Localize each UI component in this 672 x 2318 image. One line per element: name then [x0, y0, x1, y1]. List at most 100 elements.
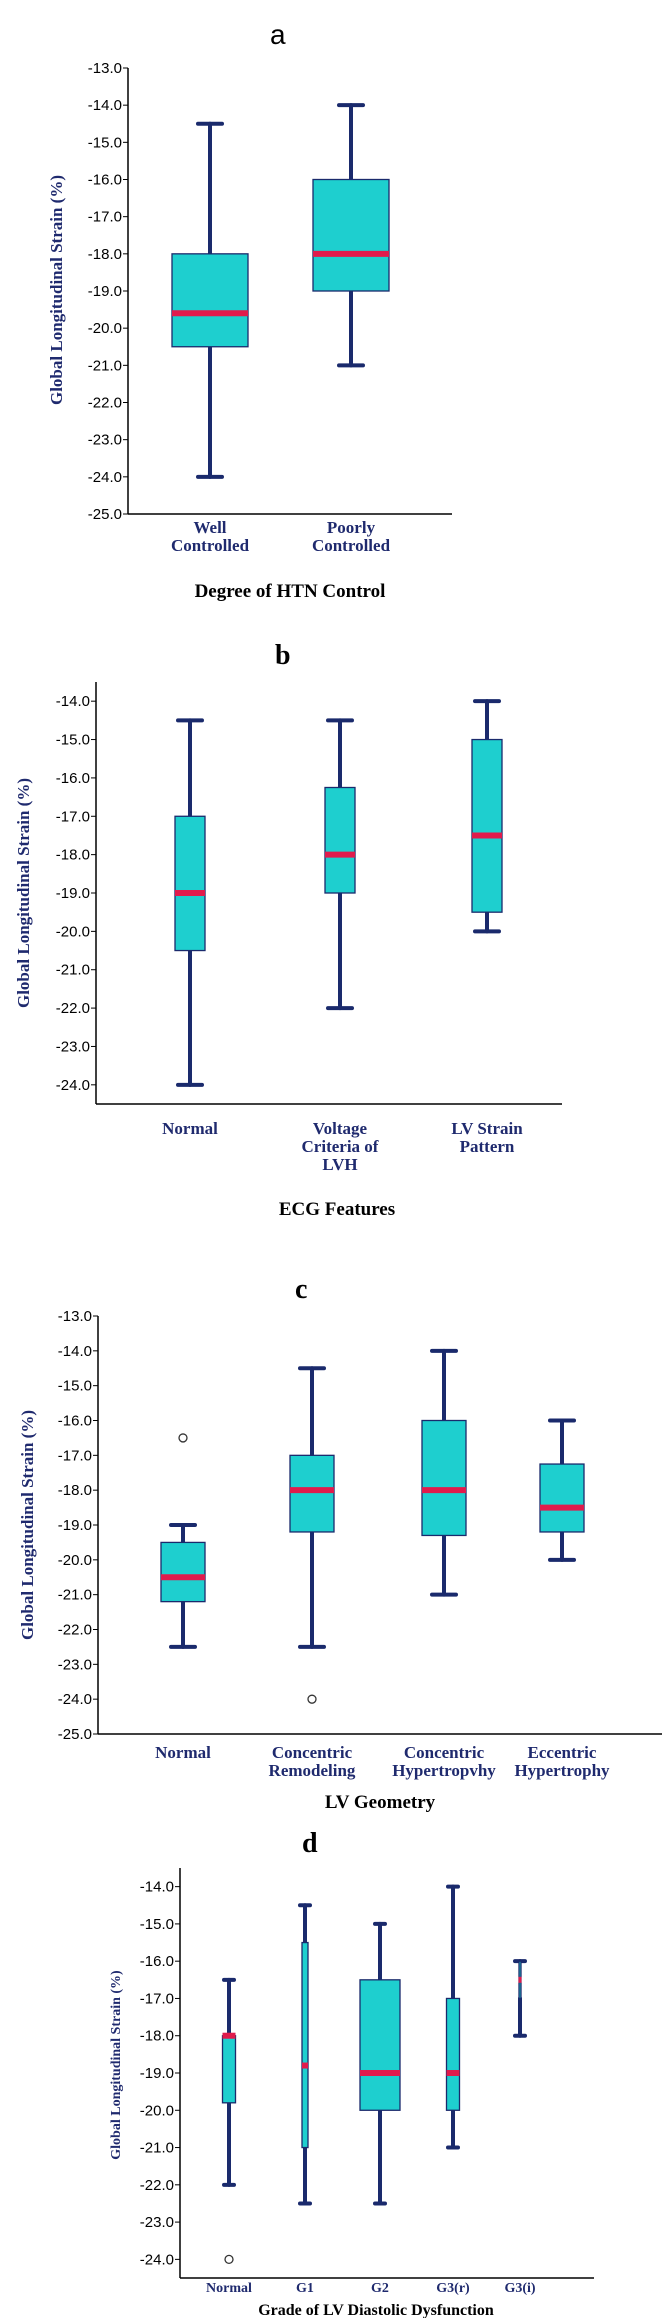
box-iqr — [324, 786, 356, 894]
box-iqr — [174, 815, 206, 952]
y-axis-title: Global Longitudinal Strain (%) — [47, 175, 66, 405]
box-plot-3: Eccentric Hypertrophy — [514, 1418, 610, 1780]
y-tick-label: -25.0 — [88, 506, 122, 523]
y-tick-label: -16.0 — [140, 1953, 174, 1970]
category-label-line: G3(r) — [436, 2281, 470, 2296]
category-label: Normal — [206, 2281, 252, 2296]
box-iqr — [312, 178, 390, 292]
category-label: G1 — [296, 2281, 314, 2296]
box-plot-3: G3(r) — [436, 1884, 470, 2296]
y-tick-label: -18.0 — [140, 2028, 174, 2045]
category-label-line: Normal — [206, 2281, 252, 2296]
box-plot-1: Poorly Controlled — [312, 103, 391, 555]
category-label-line: Controlled — [312, 536, 391, 555]
box-iqr — [289, 1454, 335, 1533]
y-tick-label: -21.0 — [140, 2140, 174, 2157]
y-tick-label: -17.0 — [140, 1990, 174, 2007]
y-tick-label: -15.0 — [58, 1378, 92, 1395]
y-tick-label: -15.0 — [140, 1916, 174, 1933]
y-tick-label: -22.0 — [140, 2177, 174, 2194]
outlier-point — [178, 1433, 188, 1443]
outlier-point — [307, 1694, 317, 1704]
box-plot-2: G2 — [359, 1921, 401, 2296]
category-label: Well Controlled — [171, 518, 250, 555]
category-label-line: G3(i) — [504, 2281, 535, 2296]
box-iqr — [171, 253, 249, 348]
category-label: Normal — [155, 1743, 211, 1762]
y-tick-label: -15.0 — [88, 134, 122, 151]
y-tick-label: -19.0 — [58, 1517, 92, 1534]
box-iqr — [359, 1979, 401, 2111]
y-tick-label: -20.0 — [58, 1552, 92, 1569]
box-plot-0: Normal — [206, 1977, 252, 2296]
chart-panel-b: b -14.0 -15.0 -16.0 -17.0 -18.0 -19.0 -20.0 -21.… — [14, 640, 562, 1220]
category-label-line: G2 — [371, 2281, 389, 2296]
chart-panel-d: d -14.0 -15.0 -16.0 -17.0 -18.0 -19.0 -20.0 -21.… — [109, 1828, 594, 2318]
category-label: LV Strain Pattern — [451, 1119, 523, 1156]
category-label-line: Concentric — [272, 1743, 353, 1762]
category-label-line: Normal — [162, 1119, 218, 1138]
y-tick-label: -20.0 — [56, 923, 90, 940]
y-tick-label: -21.0 — [56, 962, 90, 979]
y-tick-label: -19.0 — [56, 885, 90, 902]
y-tick-label: -19.0 — [140, 2065, 174, 2082]
box-iqr — [301, 1941, 309, 2149]
category-label-line: Concentric — [404, 1743, 485, 1762]
y-tick-label: -18.0 — [88, 246, 122, 263]
y-tick-label: -17.0 — [88, 209, 122, 226]
category-label: Voltage Criteria of LVH — [302, 1119, 379, 1174]
category-label-line: Criteria of — [302, 1137, 379, 1156]
box-plot-1: Concentric Remodeling — [269, 1366, 356, 1780]
panel-label: c — [295, 1274, 307, 1305]
category-label: Concentric Hypertropvhy — [392, 1743, 496, 1780]
y-tick-label: -22.0 — [58, 1622, 92, 1639]
y-axis-title: Global Longitudinal Strain (%) — [109, 1970, 124, 2160]
y-tick-label: -17.0 — [56, 808, 90, 825]
category-label: G2 — [371, 2281, 389, 2296]
y-axis-title: Global Longitudinal Strain (%) — [18, 1410, 37, 1640]
category-label-line: Pattern — [460, 1137, 515, 1156]
chart-panel-c: c -13.0 -14.0 -15.0 -16.0 -17.0 -18.0 -19.0 -20.… — [18, 1274, 662, 1813]
y-tick-label: -24.0 — [140, 2251, 174, 2268]
y-tick-label: -18.0 — [58, 1482, 92, 1499]
category-label-line: Voltage — [313, 1119, 368, 1138]
box-iqr — [539, 1463, 585, 1533]
box-plot-0: Normal — [155, 1433, 211, 1762]
y-tick-label: -25.0 — [58, 1726, 92, 1743]
y-tick-label: -24.0 — [56, 1077, 90, 1094]
y-axis-title: Global Longitudinal Strain (%) — [14, 778, 33, 1008]
category-label: Normal — [162, 1119, 218, 1138]
category-label-line: LVH — [322, 1155, 357, 1174]
box-plot-0: Well Controlled — [171, 121, 250, 555]
y-tick-label: -15.0 — [56, 732, 90, 749]
y-tick-label: -21.0 — [58, 1587, 92, 1604]
category-label-line: Hypertropvhy — [392, 1761, 496, 1780]
box-plot-2: LV Strain Pattern — [451, 699, 523, 1156]
category-label-line: Poorly — [327, 518, 376, 537]
y-tick-label: -21.0 — [88, 357, 122, 374]
y-tick-label: -22.0 — [56, 1000, 90, 1017]
x-axis-title: LV Geometry — [325, 1792, 436, 1813]
y-tick-label: -14.0 — [56, 693, 90, 710]
box-plot-2: Concentric Hypertropvhy — [392, 1348, 496, 1780]
category-label-line: Eccentric — [528, 1743, 597, 1762]
y-tick-label: -13.0 — [58, 1308, 92, 1325]
y-tick-label: -23.0 — [88, 432, 122, 449]
category-label-line: Well — [193, 518, 226, 537]
y-tick-label: -13.0 — [88, 60, 122, 77]
category-label: Concentric Remodeling — [269, 1743, 356, 1780]
category-label: G3(i) — [504, 2281, 535, 2296]
box-iqr — [421, 1419, 467, 1537]
category-label-line: Normal — [155, 1743, 211, 1762]
y-tick-label: -16.0 — [58, 1413, 92, 1430]
y-tick-label: -24.0 — [88, 469, 122, 486]
y-tick-label: -23.0 — [58, 1656, 92, 1673]
chart-panel-a: a -13.0 -14.0 -15.0 -16.0 -17.0 -18.0 -19.0 -20.… — [47, 19, 452, 602]
category-label-line: Hypertrophy — [514, 1761, 610, 1780]
y-tick-label: -14.0 — [88, 97, 122, 114]
y-tick-label: -22.0 — [88, 395, 122, 412]
outlier-point — [224, 2254, 234, 2265]
category-label: G3(r) — [436, 2281, 470, 2296]
y-tick-label: -20.0 — [140, 2102, 174, 2119]
